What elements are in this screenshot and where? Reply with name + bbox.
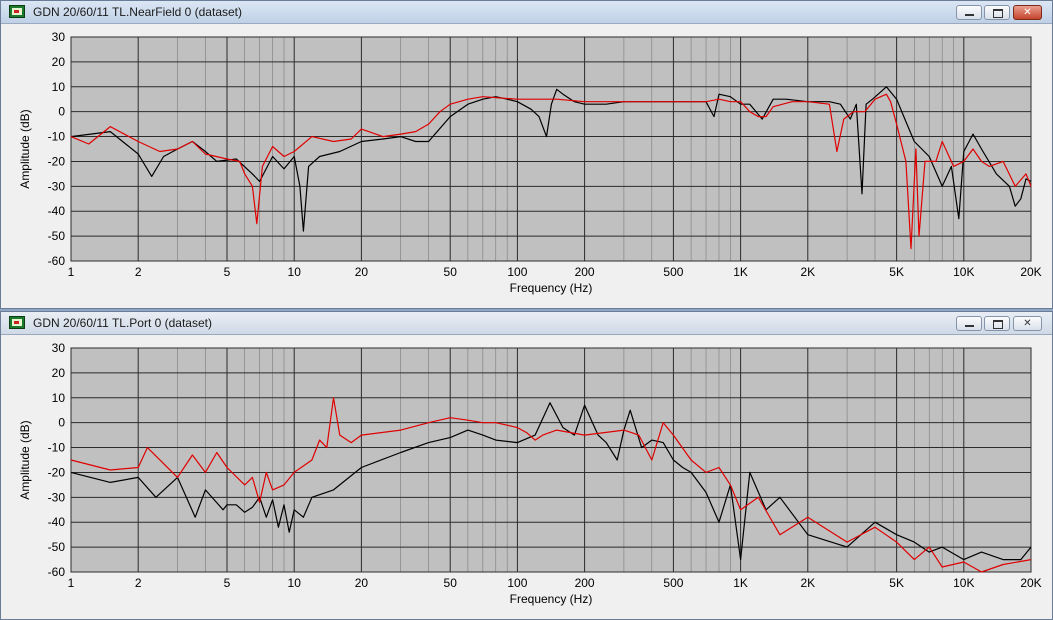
- x-tick-label: 100: [507, 265, 527, 279]
- plot-area: [70, 36, 1032, 262]
- x-axis-label: Frequency (Hz): [510, 281, 593, 295]
- close-button[interactable]: ✕: [1013, 5, 1042, 20]
- major-grid: [70, 36, 1032, 262]
- x-tick-label: 5K: [889, 576, 904, 590]
- y-tick-label: -40: [48, 204, 66, 218]
- black-series-line: [70, 86, 1032, 232]
- x-tick-label: 200: [575, 265, 595, 279]
- maximize-button[interactable]: [984, 5, 1010, 20]
- x-axis-label: Frequency (Hz): [510, 592, 593, 606]
- minimize-icon: [965, 325, 974, 327]
- x-tick-label: 20K: [1020, 576, 1041, 590]
- x-tick-label: 1: [68, 265, 75, 279]
- black-series-line: [70, 402, 1032, 561]
- x-tick-label: 5K: [889, 265, 904, 279]
- y-tick-label: -30: [48, 179, 66, 193]
- nearfield-chart[interactable]: -60 -50 -40 -30 -20 -10 0 10 20 30 1 2 5 10 20 50 100 200…: [13, 25, 1042, 306]
- red-series-line: [70, 397, 1032, 573]
- y-tick-label: -60: [48, 254, 66, 268]
- x-tick-label: 10K: [953, 265, 974, 279]
- title-bar[interactable]: GDN 20/60/11 TL.Port 0 (dataset) ✕: [1, 312, 1052, 335]
- y-tick-label: 10: [52, 391, 66, 405]
- x-tick-label: 10K: [953, 576, 974, 590]
- maximize-icon: [993, 320, 1003, 329]
- x-tick-label: 1K: [733, 265, 748, 279]
- x-tick-label: 2: [135, 265, 142, 279]
- y-axis-label: Amplitude (dB): [18, 109, 32, 188]
- app-icon[interactable]: [9, 5, 25, 18]
- x-tick-label: 50: [444, 265, 458, 279]
- chart-panel: -60 -50 -40 -30 -20 -10 0 10 20 30 1 2 5 10 20 50 100 200…: [13, 25, 1042, 306]
- minimize-button[interactable]: [956, 316, 982, 331]
- x-tick-label: 2K: [800, 576, 815, 590]
- x-tick-label: 1: [68, 576, 75, 590]
- close-icon: ✕: [1023, 7, 1032, 18]
- close-button[interactable]: ✕: [1013, 316, 1042, 331]
- y-tick-label: 20: [52, 55, 66, 69]
- x-tick-label: 50: [444, 576, 458, 590]
- y-tick-label: 30: [52, 30, 66, 44]
- nearfield-window: GDN 20/60/11 TL.NearField 0 (dataset) ✕ …: [0, 0, 1053, 309]
- y-tick-label: 30: [52, 341, 66, 355]
- plot-area: [70, 347, 1032, 573]
- y-tick-label: 0: [58, 416, 65, 430]
- close-icon: ✕: [1023, 318, 1032, 329]
- minor-grid: [177, 37, 954, 261]
- x-tick-label: 5: [224, 265, 231, 279]
- x-tick-label: 100: [507, 576, 527, 590]
- x-tick-label: 20: [355, 576, 369, 590]
- minimize-button[interactable]: [956, 5, 982, 20]
- y-tick-label: 10: [52, 80, 66, 94]
- x-tick-label: 20K: [1020, 265, 1041, 279]
- x-tick-label: 2K: [800, 265, 815, 279]
- maximize-icon: [993, 9, 1003, 18]
- red-series-line: [70, 93, 1032, 250]
- x-tick-label: 10: [288, 576, 302, 590]
- y-tick-label: -30: [48, 490, 66, 504]
- y-tick-label: -10: [48, 441, 66, 455]
- x-tick-label: 10: [288, 265, 302, 279]
- chart-panel: -60 -50 -40 -30 -20 -10 0 10 20 30 1 2 5 10 20 50 100 200…: [13, 336, 1042, 617]
- x-tick-label: 5: [224, 576, 231, 590]
- y-tick-label: 20: [52, 366, 66, 380]
- window-title: GDN 20/60/11 TL.NearField 0 (dataset): [33, 5, 242, 19]
- app-icon[interactable]: [9, 316, 25, 329]
- y-tick-label: -40: [48, 515, 66, 529]
- port-window: GDN 20/60/11 TL.Port 0 (dataset) ✕ -60 -5…: [0, 311, 1053, 620]
- y-tick-label: -50: [48, 229, 66, 243]
- window-title: GDN 20/60/11 TL.Port 0 (dataset): [33, 316, 212, 330]
- port-chart[interactable]: -60 -50 -40 -30 -20 -10 0 10 20 30 1 2 5 10 20 50 100 200…: [13, 336, 1042, 617]
- x-tick-label: 500: [663, 265, 683, 279]
- y-tick-label: -10: [48, 130, 66, 144]
- minor-grid: [177, 348, 954, 572]
- title-bar[interactable]: GDN 20/60/11 TL.NearField 0 (dataset) ✕: [1, 1, 1052, 24]
- x-tick-label: 20: [355, 265, 369, 279]
- y-tick-label: -60: [48, 565, 66, 579]
- x-tick-label: 500: [663, 576, 683, 590]
- x-tick-label: 200: [575, 576, 595, 590]
- minimize-icon: [965, 14, 974, 16]
- x-tick-label: 1K: [733, 576, 748, 590]
- y-axis-label: Amplitude (dB): [18, 420, 32, 499]
- y-tick-label: -20: [48, 154, 66, 168]
- maximize-button[interactable]: [984, 316, 1010, 331]
- x-tick-label: 2: [135, 576, 142, 590]
- y-tick-label: -50: [48, 540, 66, 554]
- y-tick-label: 0: [58, 105, 65, 119]
- y-tick-label: -20: [48, 465, 66, 479]
